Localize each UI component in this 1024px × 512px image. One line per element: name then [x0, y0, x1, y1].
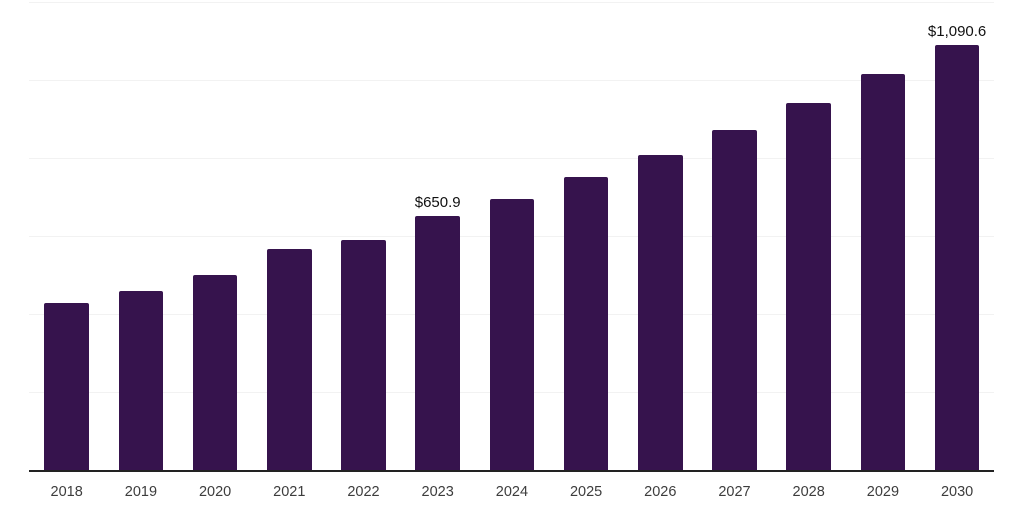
y-gridline-1000: [29, 80, 994, 81]
bar-2022: [341, 239, 386, 470]
bar-2023: [415, 216, 460, 470]
bar-2025: [563, 177, 609, 470]
bar-2026: [638, 155, 683, 470]
bar-2027: [712, 130, 757, 470]
bar-2019: [118, 290, 164, 470]
plot-area: $650.9 $1,090.6: [29, 2, 994, 472]
bar-2020: [192, 275, 238, 470]
x-tick-label-2025: 2025: [569, 484, 603, 500]
bar-value-label-2030: $1,090.6: [927, 22, 987, 40]
y-gridline-1200: [29, 2, 994, 3]
bar-2030: [934, 44, 980, 470]
bar-2021: [267, 249, 312, 470]
x-tick-label-2026: 2026: [644, 484, 677, 500]
bar-2024: [489, 198, 535, 470]
x-tick-label-2028: 2028: [792, 484, 825, 500]
bar-value-label-2023: $650.9: [414, 194, 461, 212]
bar-2028: [786, 103, 831, 470]
x-tick-label-2020: 2020: [198, 484, 232, 500]
x-tick-label-2022: 2022: [347, 484, 380, 500]
bar-2029: [860, 74, 906, 470]
y-gridline-800: [29, 158, 994, 159]
x-tick-label-2018: 2018: [50, 484, 83, 500]
x-tick-label-2023: 2023: [421, 484, 454, 500]
x-tick-label-2027: 2027: [718, 484, 751, 500]
x-tick-label-2030: 2030: [940, 484, 974, 500]
x-tick-label-2019: 2019: [124, 484, 158, 500]
x-tick-label-2024: 2024: [495, 484, 529, 500]
x-tick-label-2029: 2029: [866, 484, 900, 500]
x-tick-label-2021: 2021: [273, 484, 306, 500]
bar-2018: [44, 303, 89, 470]
